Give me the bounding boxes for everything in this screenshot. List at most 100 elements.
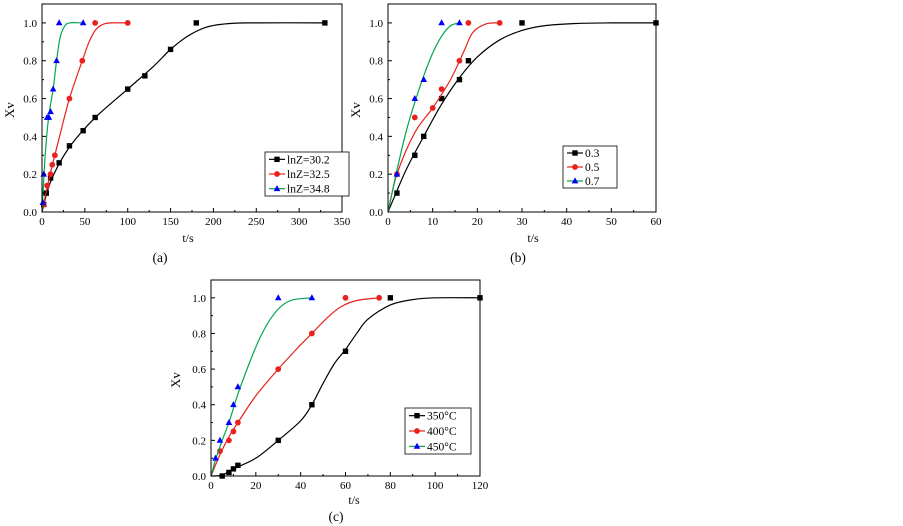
- data-point: [226, 437, 232, 444]
- x-tick-label: 10: [427, 216, 439, 228]
- x-tick-label: 20: [250, 480, 262, 492]
- data-point: [322, 20, 328, 26]
- y-tick-label: 0.6: [369, 94, 383, 106]
- data-point: [212, 454, 219, 461]
- legend-label: lnZ=34.8: [287, 184, 330, 196]
- data-point: [412, 152, 418, 158]
- x-tick-label: 80: [385, 480, 397, 492]
- legend-marker: [572, 164, 578, 170]
- y-tick-label: 0.0: [369, 207, 383, 219]
- legend-label: lnZ=32.5: [287, 169, 330, 181]
- data-point: [438, 95, 445, 102]
- legend-label: 0.5: [585, 162, 600, 174]
- series-curve: [387, 22, 460, 213]
- x-tick-label: 40: [295, 480, 307, 492]
- data-point: [66, 95, 73, 102]
- data-point: [193, 20, 199, 26]
- y-tick-label: 1.0: [23, 18, 37, 30]
- x-axis-label: t/s: [527, 231, 539, 245]
- data-point: [234, 383, 242, 390]
- data-point: [421, 133, 427, 140]
- data-point: [411, 94, 419, 101]
- x-tick-label: 60: [340, 480, 352, 492]
- data-point: [49, 161, 56, 168]
- y-tick-label: 0.0: [23, 207, 37, 219]
- legend-label: 350°C: [427, 411, 457, 423]
- chart-panel-c: 0 20 40 60 80 100 120 0.0 0.2 0.4 0.6 0.8 1.0 350°C 4…: [168, 279, 489, 524]
- legend-marker: [274, 156, 280, 163]
- x-tick-label: 0: [208, 480, 214, 492]
- data-point: [56, 160, 62, 166]
- data-point: [92, 114, 98, 121]
- legend-marker: [414, 428, 420, 434]
- data-point: [167, 46, 174, 53]
- series-curve: [41, 22, 128, 213]
- data-point: [125, 86, 131, 92]
- y-tick-label: 1.0: [369, 18, 383, 30]
- x-tick-label: 50: [79, 216, 91, 228]
- y-tick-label: 0.0: [192, 471, 206, 483]
- x-tick-label: 0: [39, 216, 45, 228]
- y-tick-label: 0.8: [23, 56, 37, 68]
- data-point: [53, 57, 60, 64]
- data-point: [235, 462, 241, 469]
- data-point: [308, 294, 316, 301]
- series-curve: [210, 297, 481, 477]
- y-tick-label: 0.4: [192, 400, 206, 412]
- data-point: [394, 190, 400, 196]
- data-point: [47, 175, 54, 181]
- data-point: [40, 170, 48, 177]
- data-point: [230, 401, 237, 408]
- data-point: [142, 73, 148, 79]
- data-point: [456, 57, 463, 64]
- data-point: [456, 19, 463, 26]
- x-tick-label: 350: [334, 216, 351, 228]
- legend-marker: [572, 150, 578, 156]
- data-point: [230, 466, 237, 472]
- data-point: [216, 436, 224, 443]
- y-tick-label: 0.8: [369, 56, 383, 68]
- data-point: [79, 57, 86, 64]
- x-axis-label: t/s: [182, 231, 194, 245]
- legend-label: 0.3: [585, 148, 600, 160]
- data-point: [308, 330, 315, 337]
- series-curve: [387, 22, 657, 213]
- y-tick-label: 0.8: [192, 328, 206, 340]
- x-tick-label: 100: [427, 480, 444, 492]
- series-curve: [41, 22, 325, 213]
- data-point: [51, 152, 58, 159]
- data-point: [47, 108, 54, 115]
- x-tick-label: 150: [162, 216, 179, 228]
- data-point: [275, 366, 282, 372]
- data-point: [275, 437, 281, 444]
- data-point: [79, 19, 87, 26]
- legend-marker: [571, 177, 579, 184]
- legend-marker: [414, 412, 420, 419]
- y-tick-label: 0.2: [23, 169, 37, 181]
- y-axis-label: Xv: [2, 102, 17, 118]
- panel-label: (a): [153, 250, 168, 265]
- panel-label: (b): [510, 250, 526, 265]
- x-tick-label: 100: [119, 216, 136, 228]
- x-tick-label: 50: [606, 216, 618, 228]
- data-point: [235, 419, 241, 426]
- legend-label: 0.7: [585, 176, 600, 188]
- data-point: [55, 19, 63, 26]
- x-tick-label: 30: [517, 216, 529, 228]
- y-tick-label: 0.2: [369, 169, 383, 181]
- x-tick-label: 40: [561, 216, 573, 228]
- legend-label: 400°C: [427, 426, 457, 438]
- data-point: [226, 469, 232, 476]
- data-point: [274, 294, 282, 301]
- data-point: [438, 86, 445, 92]
- x-tick-label: 120: [472, 480, 489, 492]
- data-point: [230, 428, 237, 435]
- data-point: [47, 171, 54, 178]
- data-point: [438, 19, 445, 26]
- data-point: [393, 170, 401, 177]
- data-point: [411, 114, 418, 121]
- data-point: [92, 20, 99, 26]
- data-point: [496, 20, 503, 26]
- chart-panel-a: 0 50 100 150 200 250 300 3500.00.20.40.60.81.0 …: [2, 3, 351, 265]
